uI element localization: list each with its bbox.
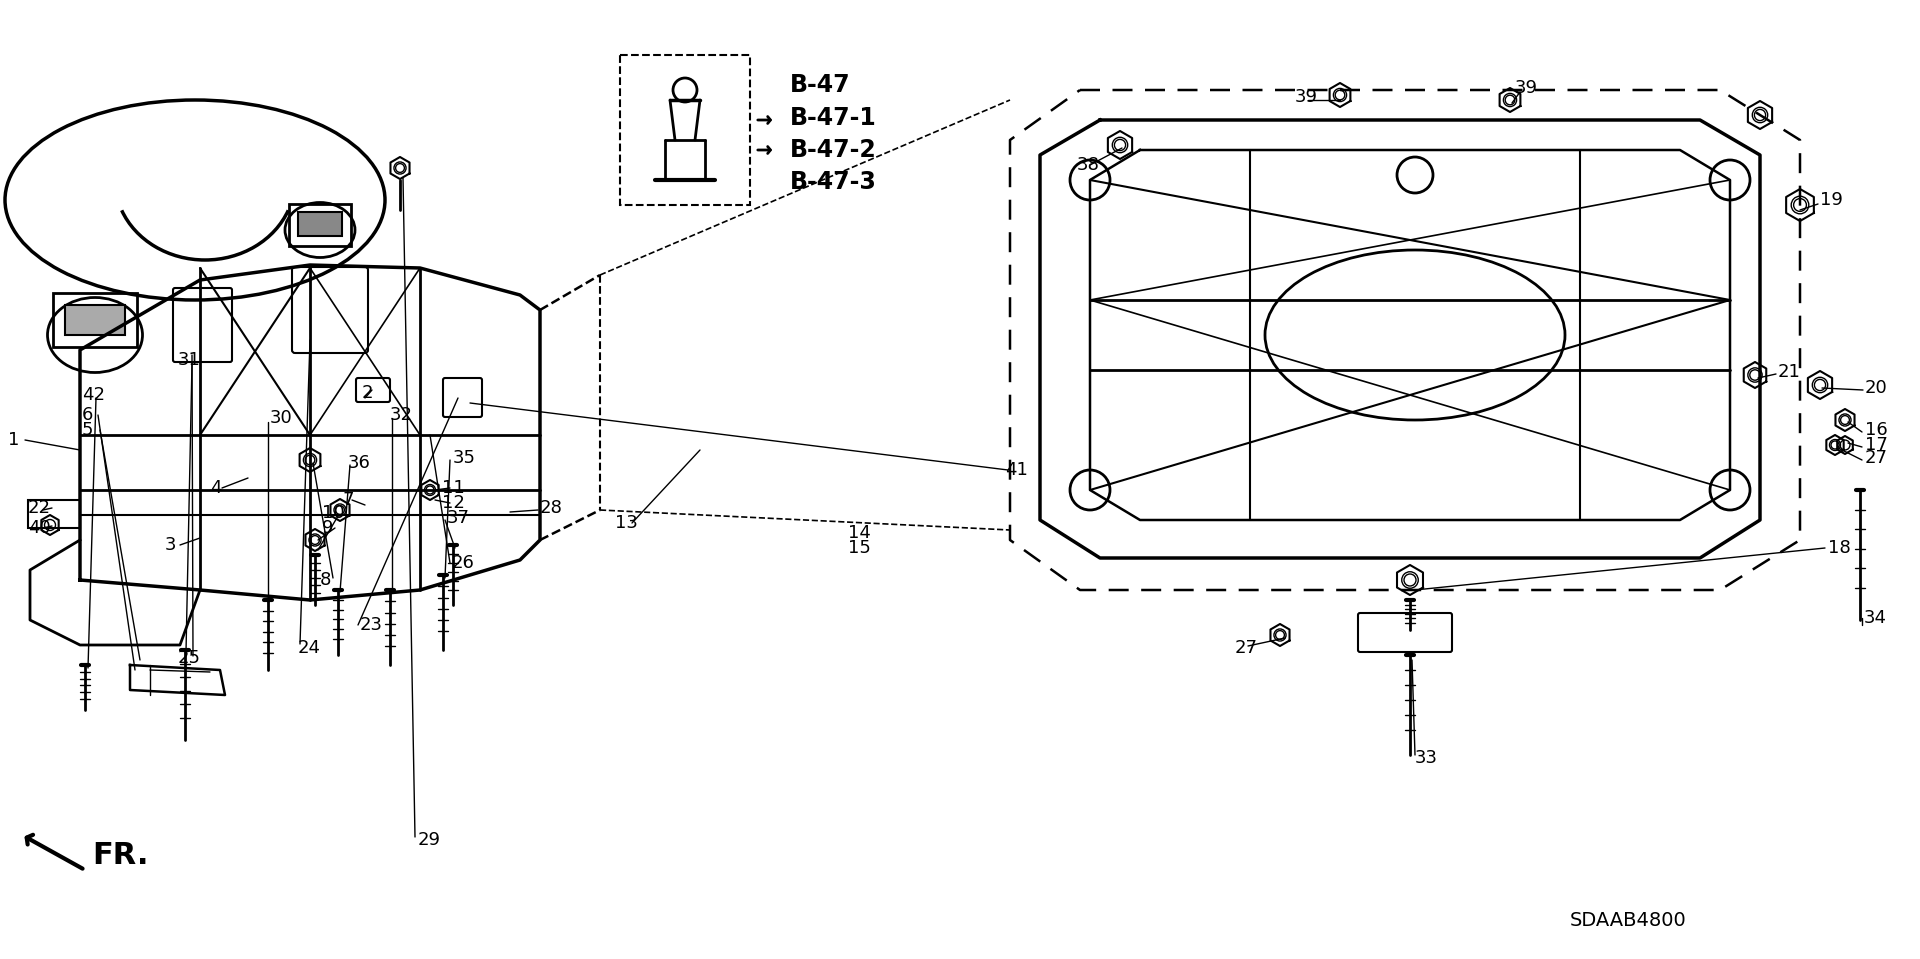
Text: 2: 2 — [363, 384, 374, 402]
Text: FR.: FR. — [92, 840, 148, 870]
Text: 23: 23 — [361, 616, 382, 634]
Text: 39: 39 — [1294, 88, 1317, 106]
FancyBboxPatch shape — [298, 212, 342, 236]
Text: 7: 7 — [342, 491, 353, 509]
Text: 6: 6 — [83, 406, 94, 424]
Text: B-47: B-47 — [789, 73, 851, 97]
Text: 30: 30 — [271, 409, 292, 427]
Text: 22: 22 — [29, 499, 52, 517]
Text: 8: 8 — [321, 571, 332, 589]
Text: 42: 42 — [83, 386, 106, 404]
Text: 15: 15 — [849, 539, 872, 557]
Text: 39: 39 — [1515, 79, 1538, 97]
Text: 13: 13 — [614, 514, 637, 532]
Text: 5: 5 — [83, 421, 94, 439]
Text: 37: 37 — [447, 509, 470, 527]
Text: B-47-2: B-47-2 — [789, 138, 877, 162]
Text: 26: 26 — [451, 554, 474, 572]
Text: 17: 17 — [1864, 436, 1887, 454]
Text: B-47-1: B-47-1 — [789, 106, 877, 130]
Text: 33: 33 — [1415, 749, 1438, 767]
FancyBboxPatch shape — [65, 305, 125, 335]
Text: 11: 11 — [442, 479, 465, 497]
Text: B-47-3: B-47-3 — [789, 170, 877, 194]
Text: 40: 40 — [29, 519, 50, 537]
Text: 3: 3 — [165, 536, 177, 554]
Text: 36: 36 — [348, 454, 371, 472]
Text: 25: 25 — [179, 649, 202, 667]
Text: 20: 20 — [1864, 379, 1887, 397]
Text: 27: 27 — [1235, 639, 1258, 657]
Text: 24: 24 — [298, 639, 321, 657]
Text: 12: 12 — [442, 494, 465, 512]
Text: 35: 35 — [453, 449, 476, 467]
Text: 10: 10 — [323, 504, 344, 522]
Text: 16: 16 — [1864, 421, 1887, 439]
Text: 21: 21 — [1778, 363, 1801, 381]
Text: 4: 4 — [209, 479, 221, 497]
Text: 31: 31 — [179, 351, 202, 369]
Text: 19: 19 — [1820, 191, 1843, 209]
Text: 18: 18 — [1828, 539, 1851, 557]
Text: 29: 29 — [419, 831, 442, 849]
Text: 1: 1 — [8, 431, 19, 449]
Text: 27: 27 — [1864, 449, 1887, 467]
Text: 14: 14 — [849, 524, 872, 542]
Text: 32: 32 — [390, 406, 413, 424]
Text: 41: 41 — [1004, 461, 1027, 479]
Text: 38: 38 — [1077, 156, 1100, 174]
Text: 28: 28 — [540, 499, 563, 517]
Text: SDAAB4800: SDAAB4800 — [1571, 910, 1688, 929]
Text: 34: 34 — [1864, 609, 1887, 627]
Text: 9: 9 — [323, 519, 334, 537]
